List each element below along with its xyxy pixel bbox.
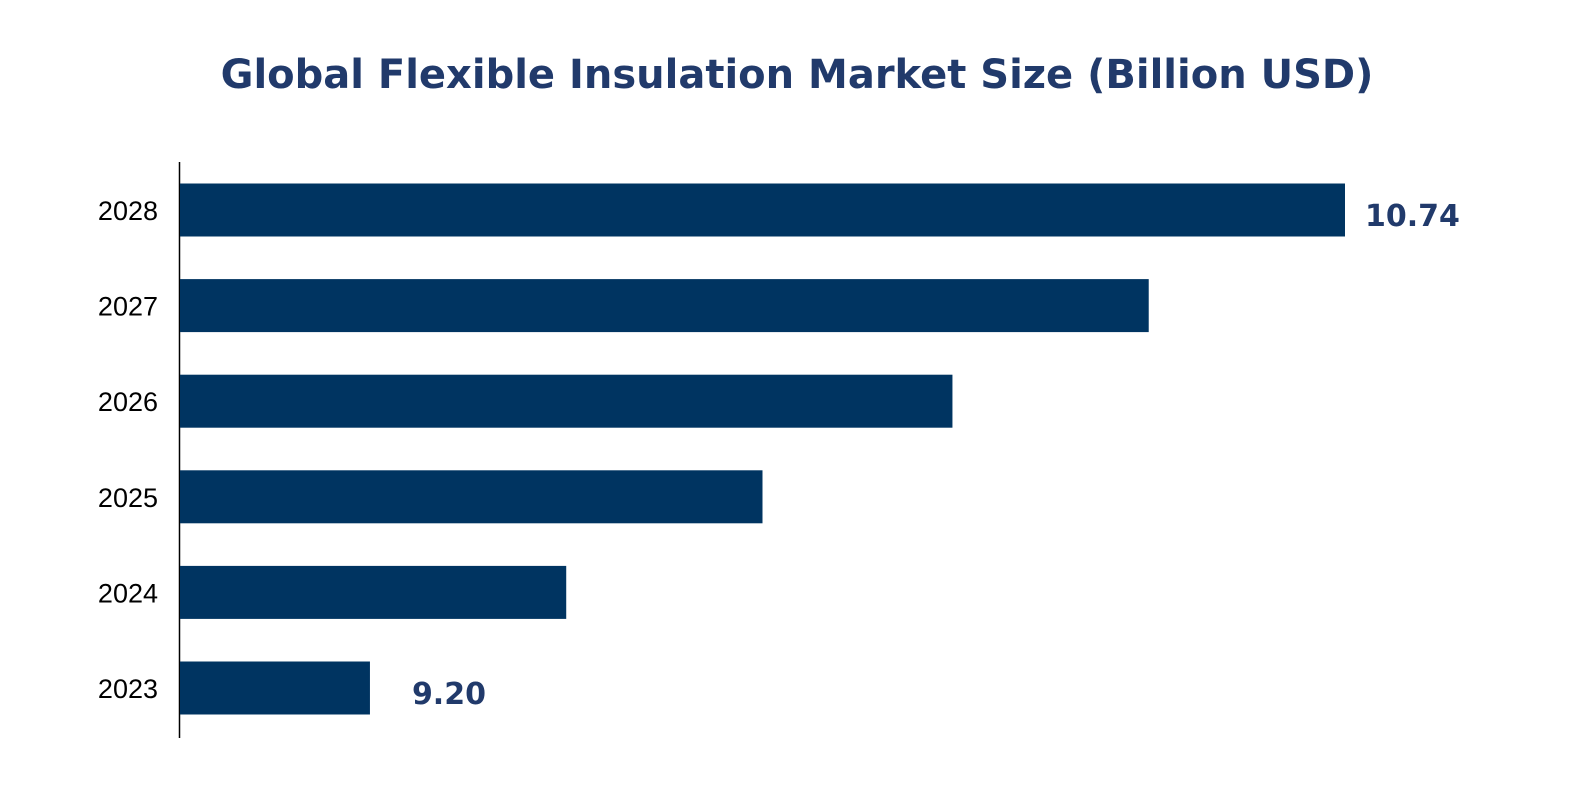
y-tick-label-2023: 2023 <box>98 674 158 704</box>
y-tick-label-2028: 2028 <box>98 196 158 226</box>
y-tick-label-2026: 2026 <box>98 387 158 417</box>
bar-2028 <box>180 183 1345 237</box>
y-tick-label-2024: 2024 <box>98 578 158 608</box>
chart-title: Global Flexible Insulation Market Size (… <box>220 52 1374 98</box>
y-tick-label-2025: 2025 <box>98 483 158 513</box>
bar-2024 <box>180 565 567 619</box>
bar-2025 <box>180 470 763 524</box>
bar-2027 <box>180 279 1149 333</box>
data-label-2028: 10.74 <box>1365 199 1460 234</box>
bar-2023 <box>180 661 370 715</box>
bar-2026 <box>180 374 953 428</box>
data-label-2023: 9.20 <box>412 677 486 712</box>
y-tick-label-2027: 2027 <box>98 292 158 322</box>
